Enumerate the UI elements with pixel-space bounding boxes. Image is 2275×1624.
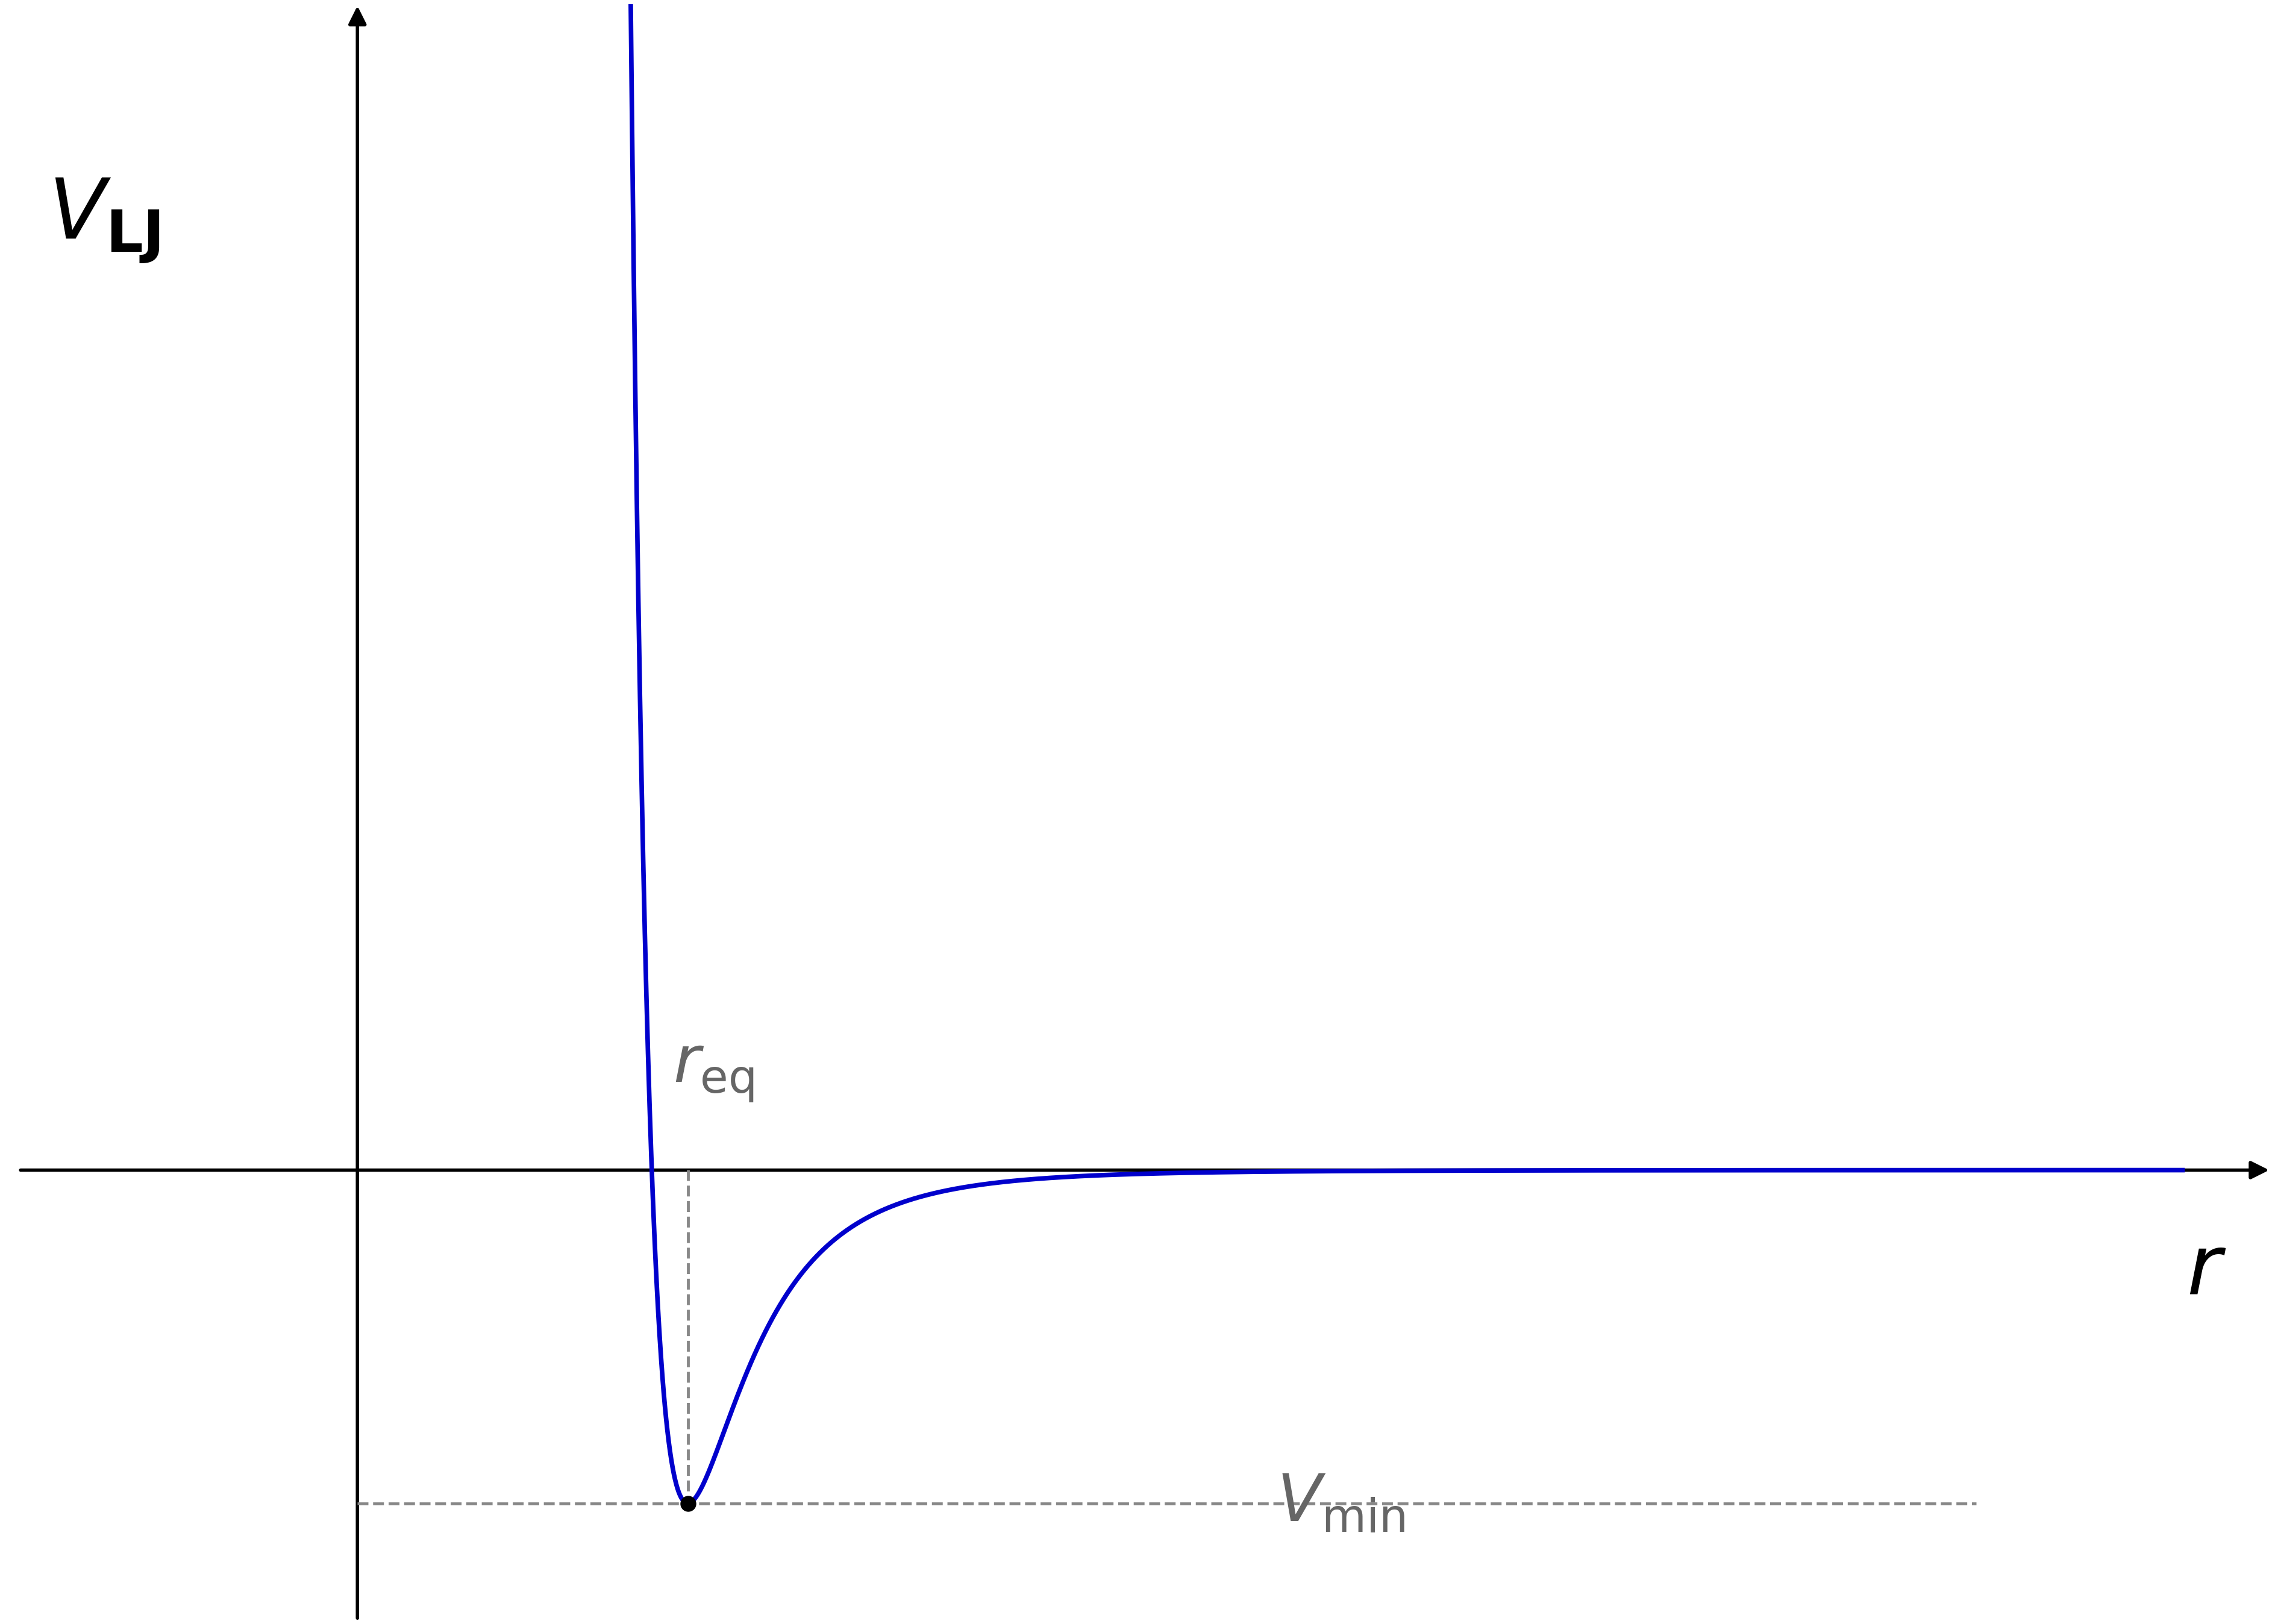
Text: $V_{\mathbf{LJ}}$: $V_{\mathbf{LJ}}$ (48, 177, 162, 265)
Text: $V_{\rm min}$: $V_{\rm min}$ (1276, 1471, 1404, 1535)
Text: $r_{\rm eq}$: $r_{\rm eq}$ (673, 1041, 753, 1103)
Text: $r$: $r$ (2186, 1229, 2227, 1312)
